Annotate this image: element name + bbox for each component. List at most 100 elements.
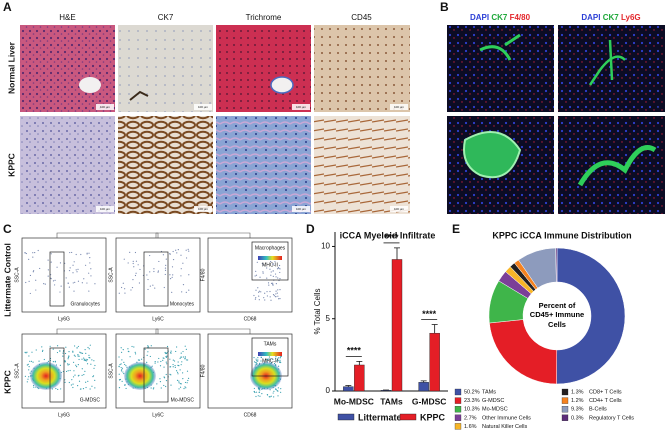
flow-event — [262, 271, 264, 273]
flow-event — [29, 360, 31, 362]
flow-event — [184, 357, 186, 359]
flow-event — [153, 387, 155, 389]
flow-event — [35, 289, 37, 291]
flow-event — [79, 388, 82, 390]
flow-event — [270, 274, 272, 276]
flow-event — [28, 258, 30, 260]
panel-letter: A — [3, 0, 12, 14]
flow-event — [186, 382, 188, 384]
flow-event — [253, 356, 255, 359]
flow-event — [86, 252, 88, 254]
flow-event — [47, 360, 50, 362]
flow-event — [180, 268, 182, 270]
flow-event — [279, 298, 281, 300]
flow-event — [70, 384, 72, 386]
flow-event — [273, 295, 276, 297]
color-scale — [258, 256, 282, 260]
error-bar — [345, 385, 352, 387]
flow-event — [266, 295, 268, 297]
flow-event — [162, 359, 164, 361]
flow-event — [269, 396, 271, 398]
flow-event — [173, 360, 176, 362]
flow-event — [118, 373, 120, 375]
flow-event — [273, 362, 276, 365]
flow-event — [260, 360, 262, 362]
legend-value: 1.6% — [464, 424, 477, 430]
gate — [251, 337, 289, 377]
flow-event — [67, 282, 69, 284]
flow-event — [123, 258, 125, 260]
flow-event — [82, 387, 85, 390]
flow-event — [55, 387, 57, 390]
flow-event — [86, 359, 89, 361]
flow-event — [154, 360, 156, 363]
flow-event — [274, 261, 276, 263]
micrograph — [20, 25, 115, 112]
flow-event — [255, 391, 258, 393]
flow-event — [28, 280, 30, 282]
flow-event — [125, 365, 127, 367]
flow-event — [177, 361, 179, 363]
flow-event — [185, 291, 187, 293]
flow-event — [124, 288, 126, 290]
flow-event — [170, 384, 172, 386]
flow-event — [78, 355, 80, 357]
flow-event — [279, 278, 281, 280]
flow-event — [89, 357, 91, 359]
flow-event — [27, 378, 29, 380]
scale-bar-box — [292, 104, 310, 110]
flow-event — [59, 364, 61, 366]
flow-event — [75, 366, 78, 368]
flow-event — [179, 383, 181, 385]
flow-event — [68, 286, 70, 288]
flow-event — [277, 365, 280, 367]
legend-label: CD4+ T Cells — [589, 398, 622, 404]
flow-event — [119, 378, 122, 381]
flow-event — [158, 357, 160, 360]
flow-event — [25, 281, 27, 284]
flow-event — [81, 368, 83, 370]
flow-event — [84, 264, 87, 266]
flow-event — [179, 369, 181, 371]
flow-event — [176, 379, 179, 381]
flow-event — [256, 261, 258, 263]
flow-event — [187, 377, 190, 379]
donut-slice — [489, 319, 558, 385]
flow-event — [50, 277, 52, 279]
flow-event — [32, 271, 34, 273]
flow-event — [140, 358, 143, 360]
flow-event — [72, 376, 75, 378]
flow-event — [57, 388, 59, 391]
flow-event — [122, 371, 124, 373]
flow-event — [81, 282, 83, 284]
flow-event — [67, 356, 70, 359]
significance-label: **** — [384, 232, 399, 242]
flow-event — [172, 363, 174, 366]
flow-event — [146, 361, 148, 363]
flow-event — [26, 381, 28, 383]
flow-event — [185, 257, 188, 259]
flow-event — [280, 361, 282, 364]
flow-event — [272, 275, 274, 277]
flow-event — [267, 282, 270, 284]
flow-event — [182, 350, 184, 353]
flow-event — [258, 295, 260, 297]
flow-event — [254, 298, 257, 300]
panel-letter: C — [3, 222, 12, 236]
axis-label: F4/80 — [200, 364, 206, 377]
gate-label: Mo-MDSC — [171, 397, 195, 403]
flow-event — [255, 270, 257, 272]
duct — [129, 90, 149, 101]
donut-slice — [556, 247, 626, 385]
flow-event — [165, 361, 167, 363]
legend-value: 10.3% — [464, 407, 480, 413]
micrograph — [118, 116, 213, 214]
tumor-duct — [463, 131, 522, 179]
row-label: Normal Liver — [6, 41, 16, 94]
axis-label: Ly6C — [152, 412, 164, 418]
flow-event — [253, 361, 256, 363]
flow-event — [177, 373, 179, 375]
flow-event — [159, 365, 162, 367]
flow-event — [28, 365, 30, 368]
error-bar — [431, 324, 438, 334]
